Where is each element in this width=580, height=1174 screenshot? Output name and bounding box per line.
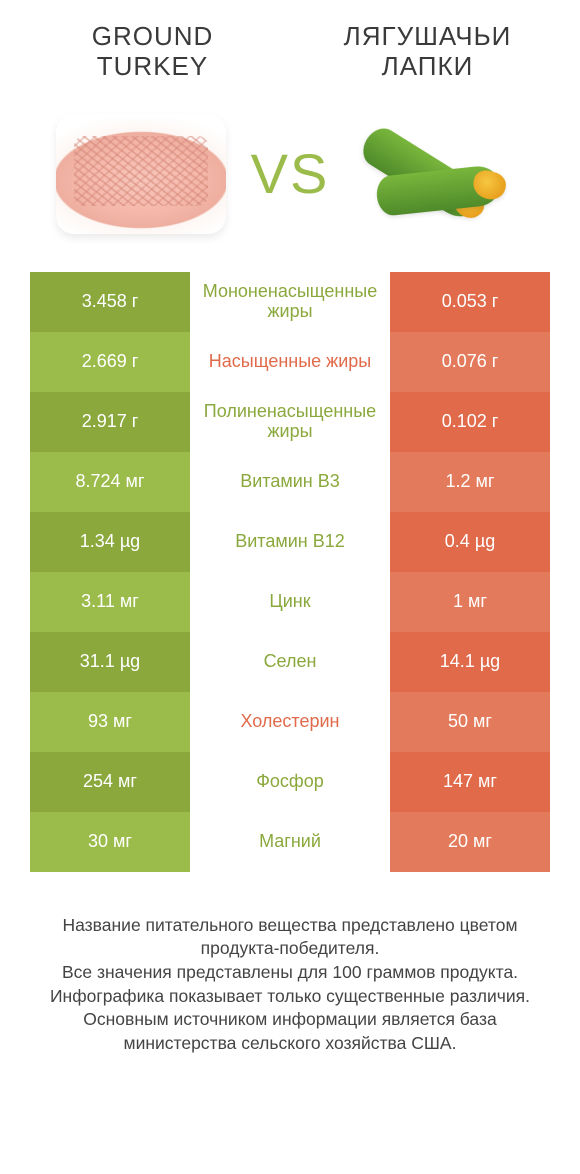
value-right: 14.1 µg: [390, 632, 550, 692]
value-left: 254 мг: [30, 752, 190, 812]
nutrient-label: Фосфор: [190, 752, 390, 812]
frog-legs-icon: [349, 99, 529, 249]
value-right: 1.2 мг: [390, 452, 550, 512]
table-row: 31.1 µgСелен14.1 µg: [30, 632, 550, 692]
value-right: 147 мг: [390, 752, 550, 812]
table-row: 93 мгХолестерин50 мг: [30, 692, 550, 752]
ground-turkey-icon: [56, 114, 226, 234]
table-row: 3.458 гМононенасыщенные жиры0.053 г: [30, 272, 550, 332]
nutrient-label: Витамин B12: [190, 512, 390, 572]
nutrient-label: Полиненасыщенные жиры: [190, 392, 390, 452]
value-left: 93 мг: [30, 692, 190, 752]
value-right: 1 мг: [390, 572, 550, 632]
value-left: 1.34 µg: [30, 512, 190, 572]
image-left: [41, 94, 241, 254]
comparison-table: 3.458 гМононенасыщенные жиры0.053 г2.669…: [30, 272, 550, 872]
value-right: 0.102 г: [390, 392, 550, 452]
nutrient-label: Витамин B3: [190, 452, 390, 512]
footnote-line: Основным источником информации является …: [26, 1008, 554, 1055]
table-row: 2.917 гПолиненасыщенные жиры0.102 г: [30, 392, 550, 452]
vs-label: VS: [251, 141, 330, 206]
value-right: 20 мг: [390, 812, 550, 872]
nutrient-label: Селен: [190, 632, 390, 692]
value-left: 31.1 µg: [30, 632, 190, 692]
title-right: ЛЯГУШАЧЬИ ЛАПКИ: [315, 22, 540, 82]
value-right: 50 мг: [390, 692, 550, 752]
hero: VS: [0, 94, 580, 272]
footnotes: Название питательного вещества представл…: [0, 914, 580, 1056]
value-left: 2.669 г: [30, 332, 190, 392]
footnote-line: Инфографика показывает только существенн…: [26, 985, 554, 1009]
nutrient-label: Цинк: [190, 572, 390, 632]
value-left: 30 мг: [30, 812, 190, 872]
table-row: 30 мгМагний20 мг: [30, 812, 550, 872]
value-left: 2.917 г: [30, 392, 190, 452]
nutrient-label: Магний: [190, 812, 390, 872]
value-left: 3.458 г: [30, 272, 190, 332]
nutrient-label: Насыщенные жиры: [190, 332, 390, 392]
table-row: 254 мгФосфор147 мг: [30, 752, 550, 812]
value-left: 3.11 мг: [30, 572, 190, 632]
footnote-line: Все значения представлены для 100 граммо…: [26, 961, 554, 985]
value-right: 0.076 г: [390, 332, 550, 392]
title-left: GROUND TURKEY: [40, 22, 265, 82]
nutrient-label: Мононенасыщенные жиры: [190, 272, 390, 332]
value-right: 0.053 г: [390, 272, 550, 332]
table-row: 2.669 гНасыщенные жиры0.076 г: [30, 332, 550, 392]
image-right: [339, 94, 539, 254]
header: GROUND TURKEY ЛЯГУШАЧЬИ ЛАПКИ: [0, 0, 580, 94]
value-right: 0.4 µg: [390, 512, 550, 572]
nutrient-label: Холестерин: [190, 692, 390, 752]
table-row: 3.11 мгЦинк1 мг: [30, 572, 550, 632]
table-row: 8.724 мгВитамин B31.2 мг: [30, 452, 550, 512]
table-row: 1.34 µgВитамин B120.4 µg: [30, 512, 550, 572]
value-left: 8.724 мг: [30, 452, 190, 512]
footnote-line: Название питательного вещества представл…: [26, 914, 554, 961]
